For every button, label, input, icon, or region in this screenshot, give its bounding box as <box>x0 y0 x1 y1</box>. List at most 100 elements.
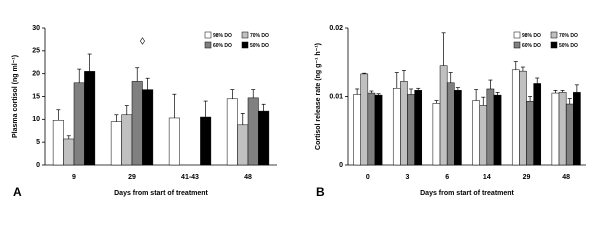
bar <box>479 105 488 166</box>
error-bar <box>251 89 256 98</box>
legend-label: 50% DO <box>559 43 578 49</box>
legend-label: 50% DO <box>250 43 269 49</box>
error-bar <box>203 100 208 118</box>
bar <box>432 103 441 166</box>
bar <box>439 65 448 166</box>
x-tick-label: 6 <box>445 174 449 181</box>
bar <box>392 88 401 166</box>
x-tick-label: 48 <box>562 174 570 181</box>
error-bar <box>574 84 579 93</box>
x-axis-label: Days from start of treatment <box>114 190 208 197</box>
error-bar <box>567 98 572 105</box>
error-bar <box>448 72 453 83</box>
error-bar <box>135 67 140 82</box>
bar <box>374 94 383 166</box>
bar <box>558 92 567 166</box>
error-bar <box>87 53 92 72</box>
bar <box>200 116 212 166</box>
bar <box>565 103 574 166</box>
bar <box>400 81 408 166</box>
y-tick-label: 5 <box>36 139 40 146</box>
legend-label: 60% DO <box>213 43 232 49</box>
x-tick-label: 41-43 <box>181 174 199 181</box>
bar <box>493 94 502 166</box>
annotation: ◊ <box>140 37 145 48</box>
bar <box>573 92 581 166</box>
bar <box>472 100 480 166</box>
error-bar <box>355 88 360 95</box>
error-bar <box>434 100 439 104</box>
error-bar <box>66 135 71 139</box>
y-tick-label: 0 <box>339 162 343 169</box>
bar <box>226 98 238 166</box>
error-bar <box>376 93 381 96</box>
error-bar <box>401 70 406 82</box>
error-bar <box>560 89 565 93</box>
error-bar <box>394 72 399 89</box>
bar <box>533 83 542 166</box>
legend-swatch <box>241 41 249 49</box>
bar <box>367 92 376 166</box>
error-bar <box>528 96 533 102</box>
error-bar <box>230 89 235 99</box>
error-bar <box>114 114 119 122</box>
bar <box>360 73 369 166</box>
y-tick-label: 20 <box>32 71 40 78</box>
bar <box>131 81 143 166</box>
bar <box>52 119 64 166</box>
legend-swatch <box>513 31 521 39</box>
error-bar <box>481 96 486 106</box>
bar <box>414 90 423 166</box>
y-tick-label: 25 <box>32 48 40 55</box>
panel-label: A <box>13 185 22 199</box>
legend-label: 60% DO <box>522 43 541 49</box>
error-bar <box>369 90 374 94</box>
bar <box>446 82 455 166</box>
bar <box>353 94 361 166</box>
bar <box>486 88 495 166</box>
x-tick-label: 29 <box>523 174 531 181</box>
error-bar <box>56 109 61 121</box>
bar <box>121 114 133 166</box>
bar <box>237 124 249 166</box>
bar <box>407 94 415 166</box>
error-bar <box>495 92 500 96</box>
error-bar <box>513 61 518 70</box>
error-bar <box>488 79 493 89</box>
legend-label: 98% DO <box>522 33 541 39</box>
bar <box>551 92 560 166</box>
bar <box>142 89 154 166</box>
bar <box>73 82 85 166</box>
legend-swatch <box>204 41 212 49</box>
legend-swatch <box>204 31 212 39</box>
legend-swatch <box>550 41 558 49</box>
bar <box>247 97 259 166</box>
error-bar <box>474 89 479 101</box>
y-tick-label: 10 <box>32 116 40 123</box>
error-bar <box>77 68 82 83</box>
bar <box>519 70 527 166</box>
error-bar <box>261 103 266 112</box>
error-bar <box>124 105 129 115</box>
y-tick-label: 15 <box>32 93 40 100</box>
x-tick-label: 29 <box>128 174 136 181</box>
y-axis-label: Cortisol release rate (ng g⁻¹ h⁻¹) <box>315 43 322 150</box>
y-tick-label: 0 <box>36 162 40 169</box>
legend-swatch <box>513 41 521 49</box>
error-bar <box>172 93 177 118</box>
error-bar <box>535 77 540 84</box>
x-tick-label: 14 <box>483 174 491 181</box>
error-bar <box>240 113 245 125</box>
y-tick-label: 30 <box>32 25 40 32</box>
error-bar <box>145 77 150 90</box>
legend-label: 70% DO <box>559 33 578 39</box>
error-bar <box>416 87 421 91</box>
x-tick-label: 48 <box>244 174 252 181</box>
legend-label: 98% DO <box>213 33 232 39</box>
bar <box>454 90 462 166</box>
legend-swatch <box>550 31 558 39</box>
bar <box>110 121 122 166</box>
y-tick-label: 0.02 <box>329 25 343 32</box>
x-tick-label: 9 <box>72 174 76 181</box>
